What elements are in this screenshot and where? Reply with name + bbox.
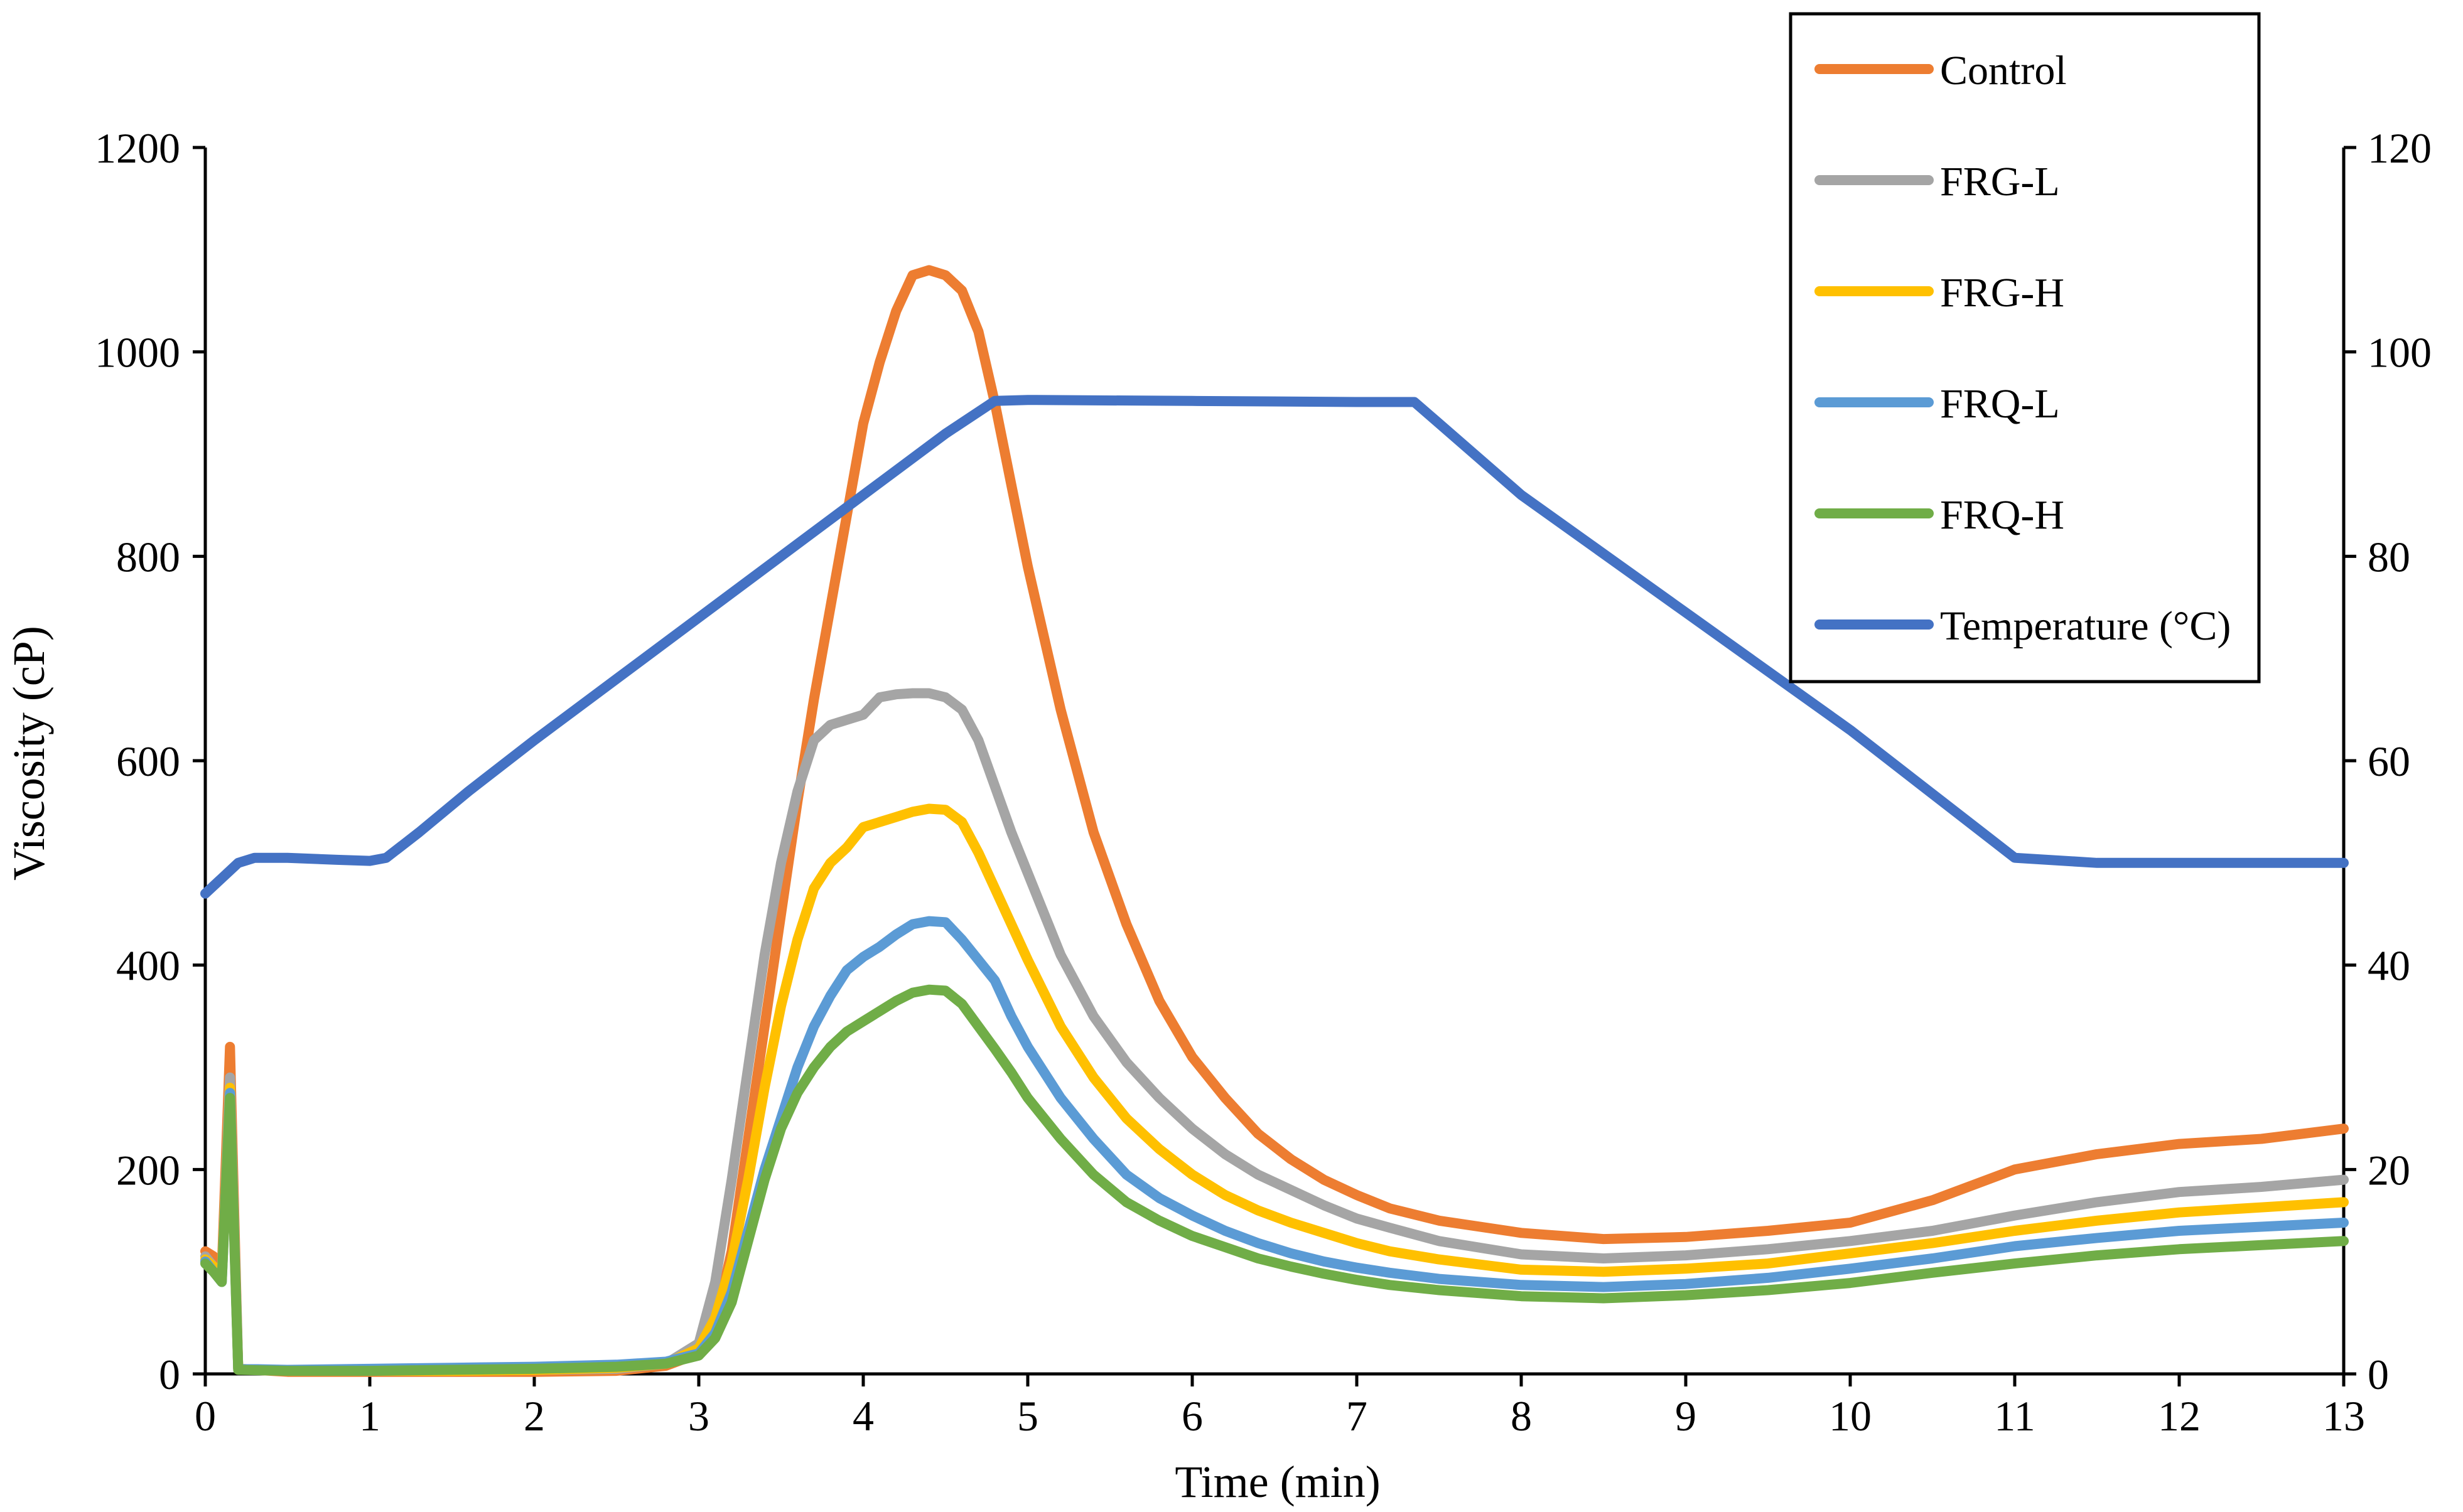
x-tick-label: 6 <box>1182 1392 1203 1440</box>
legend-label-temperature-c: Temperature (°C) <box>1940 603 2231 649</box>
y2-tick-label: 0 <box>2368 1351 2389 1398</box>
x-tick-label: 12 <box>2158 1392 2201 1440</box>
series-line-frg-l <box>200 688 2349 1376</box>
legend-box <box>1789 12 2261 684</box>
series-line-temperature-c <box>200 395 2349 899</box>
legend-label-frg-l: FRG-L <box>1940 159 2060 205</box>
x-axis-title: Time (min) <box>1175 1457 1380 1507</box>
x-tick-label: 1 <box>359 1392 380 1440</box>
x-tick-label: 11 <box>1994 1392 2035 1440</box>
x-tick-label: 9 <box>1675 1392 1696 1440</box>
x-tick-label: 7 <box>1346 1392 1367 1440</box>
y2-tick-label: 60 <box>2368 737 2410 785</box>
y2-tick-label: 100 <box>2368 329 2432 377</box>
x-tick-label: 10 <box>1829 1392 1872 1440</box>
legend-label-frg-h: FRG-H <box>1940 270 2064 316</box>
x-tick-label: 5 <box>1017 1392 1038 1440</box>
y2-tick-label: 20 <box>2368 1146 2410 1194</box>
x-tick-label: 8 <box>1511 1392 1532 1440</box>
legend-label-control: Control <box>1940 48 2067 94</box>
y-tick-label: 0 <box>159 1351 180 1398</box>
series-line-frq-h <box>200 984 2349 1376</box>
y-axis-title: Viscosity (cP) <box>4 626 54 881</box>
legend-label-frq-l: FRQ-L <box>1940 381 2060 427</box>
y-tick-label: 600 <box>116 737 180 785</box>
legend-label-frq-h: FRQ-H <box>1940 492 2064 538</box>
y2-tick-label: 120 <box>2368 124 2432 172</box>
y-tick-label: 800 <box>116 533 180 581</box>
y-tick-label: 400 <box>116 942 180 990</box>
y-tick-label: 1200 <box>95 124 180 172</box>
y-tick-label: 1000 <box>95 329 180 377</box>
x-tick-label: 4 <box>853 1392 874 1440</box>
x-tick-label: 13 <box>2322 1392 2365 1440</box>
y2-tick-label: 80 <box>2368 533 2410 581</box>
legend: Control FRG-L FRG-H FRQ-L FRQ-H Temperature (… <box>1789 12 2261 684</box>
series-line-frg-h <box>200 803 2349 1376</box>
y-tick-label: 200 <box>116 1146 180 1194</box>
x-tick-label: 2 <box>524 1392 545 1440</box>
x-tick-label: 0 <box>195 1392 216 1440</box>
y2-tick-label: 40 <box>2368 942 2410 990</box>
series-layer <box>200 265 2349 1377</box>
x-tick-label: 3 <box>688 1392 709 1440</box>
